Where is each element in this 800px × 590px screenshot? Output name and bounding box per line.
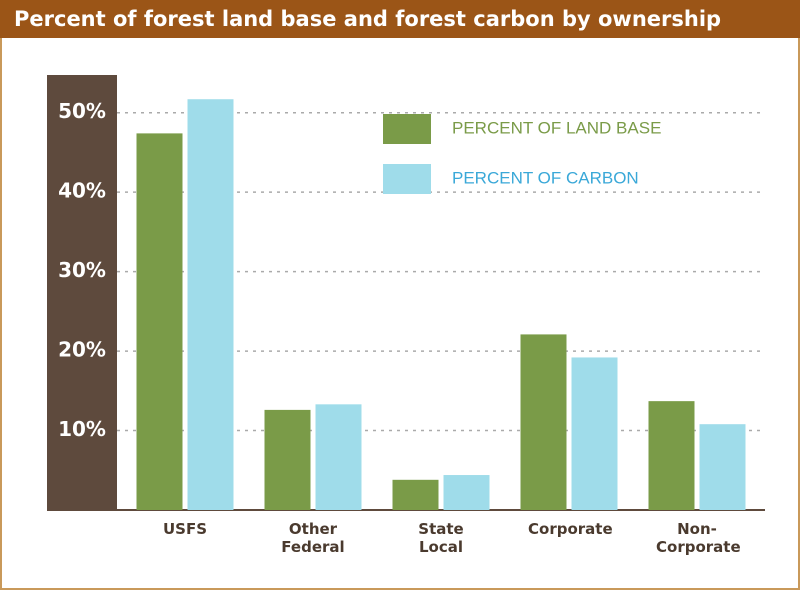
legend-swatch <box>383 164 431 194</box>
x-tick-label: USFS <box>162 520 208 538</box>
bar <box>443 475 490 510</box>
x-tick-label: Non-Corporate <box>656 520 741 556</box>
bar <box>699 424 746 510</box>
y-tick-label: 20% <box>58 338 106 362</box>
bar <box>264 409 311 510</box>
y-tick-label: 50% <box>58 99 106 123</box>
bar <box>392 479 439 510</box>
bar <box>187 99 234 510</box>
legend-label: PERCENT OF LAND BASE <box>452 118 661 137</box>
legend-label: PERCENT OF CARBON <box>452 168 639 187</box>
x-tick-label: Other Federal <box>281 520 345 556</box>
bar <box>315 404 362 510</box>
chart-title: Percent of forest land base and forest c… <box>14 7 721 31</box>
y-tick-label: 40% <box>58 179 106 203</box>
title-bar <box>0 0 800 38</box>
bar <box>136 133 183 511</box>
x-tick-label: Corporate <box>528 520 613 538</box>
legend-swatch <box>383 114 431 144</box>
bar <box>520 334 567 510</box>
bar <box>571 357 618 510</box>
bar <box>648 401 695 510</box>
x-tick-label: State Local <box>418 520 464 556</box>
y-tick-label: 30% <box>58 258 106 282</box>
y-tick-label: 10% <box>58 417 106 441</box>
y-axis-panel <box>47 75 117 511</box>
